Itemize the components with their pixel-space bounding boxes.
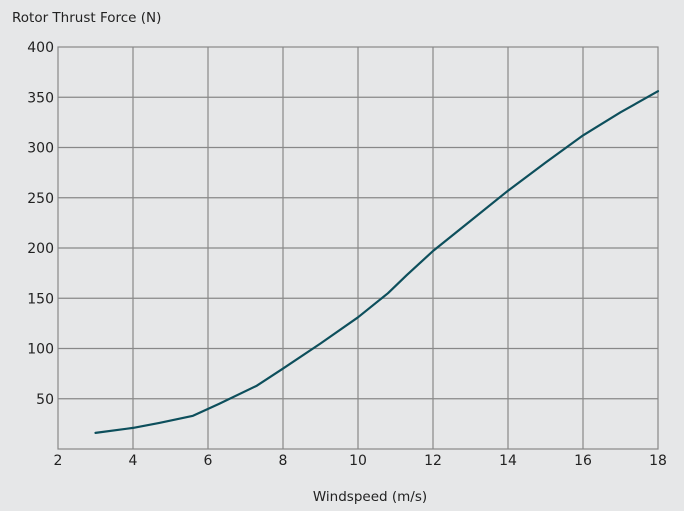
x-tick-label: 2 — [54, 453, 63, 469]
x-tick-labels: 2 4 6 8 10 12 14 16 18 — [54, 453, 667, 469]
x-tick-label: 6 — [204, 453, 213, 469]
y-tick-label: 100 — [27, 342, 54, 358]
series-group — [94, 90, 660, 434]
x-gridlines — [132, 47, 584, 449]
y-tick-label: 350 — [27, 90, 54, 106]
x-tick-label: 8 — [279, 453, 288, 469]
y-tick-label: 300 — [27, 141, 54, 157]
y-tick-label: 200 — [27, 241, 54, 257]
x-tick-label: 10 — [349, 453, 367, 469]
x-tick-label: 18 — [649, 453, 667, 469]
y-tick-label: 250 — [27, 191, 54, 207]
x-tick-label: 4 — [129, 453, 138, 469]
x-tick-label: 14 — [499, 453, 517, 469]
chart-title: Rotor Thrust Force (N) — [12, 10, 161, 26]
x-tick-label: 12 — [424, 453, 442, 469]
y-tick-label: 400 — [27, 40, 54, 56]
y-tick-label: 50 — [36, 392, 54, 408]
y-gridlines — [58, 96, 658, 400]
x-tick-label: 16 — [574, 453, 592, 469]
y-tick-labels: 50 100 150 200 250 300 350 400 — [27, 40, 54, 408]
series-line — [94, 90, 660, 434]
y-tick-label: 150 — [27, 291, 54, 307]
x-axis-label: Windspeed (m/s) — [313, 489, 427, 505]
